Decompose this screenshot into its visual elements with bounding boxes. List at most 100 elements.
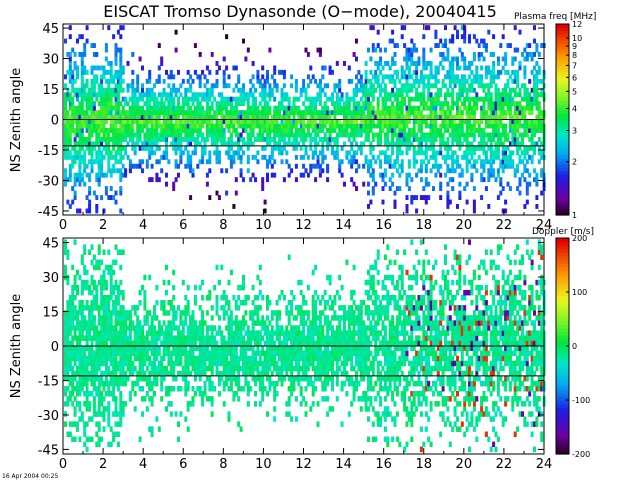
- heatmap-cell: [104, 141, 108, 147]
- heatmap-cell: [415, 114, 419, 120]
- heatmap-cell: [376, 119, 380, 124]
- colorbar-tick-label: 12: [572, 20, 582, 29]
- heatmap-cell: [282, 114, 286, 120]
- heatmap-cell: [201, 350, 205, 357]
- heatmap-cell: [116, 110, 120, 116]
- heatmap-cell: [525, 43, 529, 48]
- heatmap-cell: [116, 310, 120, 316]
- heatmap-cell: [472, 78, 476, 84]
- heatmap-cell: [369, 141, 373, 147]
- heatmap-cell: [249, 340, 253, 346]
- heatmap-cell: [533, 87, 536, 93]
- heatmap-cell: [302, 123, 306, 129]
- heatmap-cell: [97, 380, 101, 387]
- heatmap-cell: [78, 114, 82, 120]
- heatmap-cell: [482, 150, 486, 156]
- heatmap-cell: [210, 365, 214, 372]
- heatmap-cell: [165, 119, 168, 124]
- heatmap-cell: [391, 163, 395, 169]
- heatmap-cell: [477, 83, 481, 89]
- heatmap-cell: [97, 110, 101, 116]
- heatmap-cell: [66, 119, 70, 124]
- heatmap-cell: [379, 128, 383, 133]
- heatmap-cell: [222, 350, 226, 357]
- heatmap-cell: [470, 145, 474, 151]
- heatmap-cell: [124, 101, 128, 107]
- heatmap-cell: [165, 110, 168, 116]
- heatmap-cell: [371, 154, 375, 160]
- heatmap-cell: [102, 208, 106, 214]
- heatmap-cell: [371, 177, 375, 183]
- heatmap-cell: [540, 119, 544, 124]
- heatmap-cell: [78, 159, 82, 165]
- heatmap-cell: [177, 370, 180, 377]
- heatmap-cell: [124, 96, 128, 102]
- heatmap-cell: [432, 145, 435, 151]
- heatmap-cell: [441, 56, 445, 62]
- heatmap-cell: [160, 396, 164, 402]
- heatmap-cell: [511, 114, 515, 120]
- heatmap-cell: [90, 279, 94, 286]
- heatmap-cell: [186, 360, 190, 367]
- heatmap-cell: [107, 350, 111, 357]
- heatmap-cell: [169, 96, 173, 102]
- heatmap-cell: [492, 123, 496, 129]
- heatmap-cell: [133, 92, 137, 98]
- heatmap-cell: [446, 181, 450, 187]
- heatmap-cell: [76, 320, 79, 326]
- heatmap-cell: [80, 365, 84, 372]
- heatmap-cell: [290, 123, 294, 129]
- heatmap-cell: [90, 350, 94, 357]
- heatmap-cell: [311, 123, 315, 129]
- heatmap-cell: [246, 386, 250, 392]
- heatmap-cell: [124, 340, 128, 346]
- heatmap-cell: [97, 119, 101, 124]
- heatmap-cell: [148, 78, 152, 84]
- heatmap-cell: [306, 52, 310, 57]
- heatmap-cell: [198, 330, 202, 336]
- heatmap-cell: [456, 34, 459, 40]
- heatmap-cell: [90, 92, 94, 98]
- heatmap-cell: [203, 320, 207, 326]
- heatmap-cell: [71, 401, 75, 407]
- heatmap-cell: [177, 360, 180, 367]
- heatmap-cell: [256, 310, 260, 316]
- heatmap-cell: [116, 289, 120, 296]
- colorbar-segment: [556, 97, 569, 101]
- heatmap-cell: [133, 110, 137, 116]
- heatmap-cell: [266, 69, 269, 75]
- heatmap-cell: [523, 92, 527, 98]
- heatmap-cell: [145, 145, 149, 151]
- heatmap-cell: [417, 141, 421, 147]
- heatmap-cell: [157, 65, 161, 71]
- heatmap-cell: [436, 163, 440, 169]
- heatmap-cell: [511, 56, 515, 62]
- heatmap-cell: [444, 119, 447, 124]
- heatmap-cell: [112, 195, 116, 200]
- heatmap-cell: [210, 335, 214, 341]
- heatmap-cell: [227, 335, 231, 341]
- heatmap-cell: [309, 123, 313, 129]
- heatmap-cell: [203, 145, 207, 151]
- heatmap-cell: [266, 141, 269, 147]
- heatmap-cell: [436, 69, 440, 75]
- heatmap-cell: [213, 83, 217, 89]
- heatmap-cell: [489, 163, 493, 169]
- heatmap-cell: [237, 78, 241, 84]
- heatmap-cell: [90, 274, 94, 281]
- heatmap-cell: [208, 195, 212, 200]
- heatmap-cell: [68, 310, 72, 316]
- heatmap-cell: [191, 315, 195, 321]
- heatmap-cell: [338, 168, 342, 174]
- heatmap-cell: [374, 132, 378, 138]
- heatmap-cell: [90, 244, 94, 250]
- heatmap-cell: [398, 105, 402, 111]
- heatmap-cell: [198, 345, 202, 351]
- heatmap-cell: [412, 119, 416, 124]
- heatmap-cell: [458, 141, 462, 147]
- heatmap-cell: [112, 87, 116, 93]
- heatmap-cell: [100, 315, 104, 321]
- heatmap-cell: [410, 199, 414, 205]
- heatmap-cell: [136, 340, 140, 346]
- heatmap-cell: [189, 110, 193, 116]
